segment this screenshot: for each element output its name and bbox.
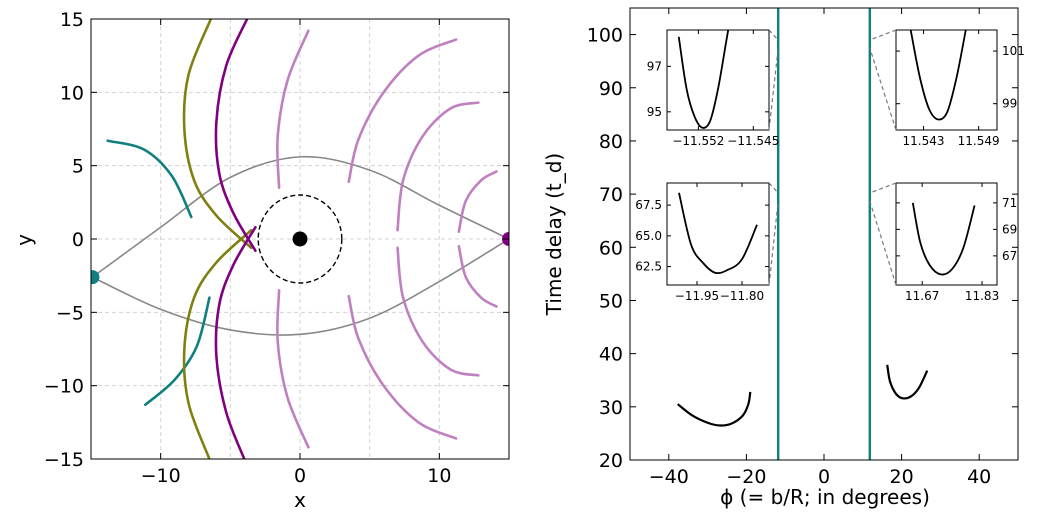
right-ytick-label: 50 xyxy=(599,290,623,312)
inset-ytick-label: 62.5 xyxy=(635,260,662,274)
right-xtick-label: −40 xyxy=(649,466,689,488)
wavefront-lilac-line xyxy=(276,29,310,189)
right-ytick-label: 70 xyxy=(599,184,623,206)
left-xtick-label: 0 xyxy=(294,465,306,487)
inset-xtick-label: −11.80 xyxy=(720,289,764,303)
wavefront-olive-line xyxy=(182,228,253,459)
right-xtick-label: 20 xyxy=(890,466,914,488)
right-ytick-label: 30 xyxy=(599,397,623,419)
time-delay-curve xyxy=(677,391,752,427)
inset-top-left: −11.552 −11.545 95 97 xyxy=(647,29,779,148)
inset-ytick-label: 67 xyxy=(1002,249,1017,263)
light-path-line xyxy=(91,155,509,278)
left-ytick-label: 10 xyxy=(60,82,84,104)
inset-connector-line xyxy=(768,200,779,286)
inset-connector-line xyxy=(768,47,779,131)
right-ytick-label: 90 xyxy=(599,78,623,100)
time-delay-curve xyxy=(886,364,929,400)
left-xtick-label: −10 xyxy=(141,465,181,487)
wavefront-lilac-line xyxy=(396,246,480,377)
inset-curve xyxy=(678,192,758,275)
left-plot-area xyxy=(91,19,509,459)
left-ytick-label: 15 xyxy=(60,9,84,31)
right-ytick-label: 20 xyxy=(599,450,623,472)
wavefront-lilac-line xyxy=(457,170,498,233)
inset-xtick-label: 11.543 xyxy=(903,134,945,148)
left-ytick-label: −5 xyxy=(56,302,84,324)
left-ylabel: y xyxy=(12,234,36,246)
right-ytick-label: 40 xyxy=(599,344,623,366)
inset-connector-line xyxy=(869,29,897,41)
right-xlabel: ϕ (= b/R; in degrees) xyxy=(720,485,930,509)
inset-xtick-label: −11.545 xyxy=(727,134,779,148)
right-ytick-label: 60 xyxy=(599,237,623,259)
inset-frame xyxy=(666,182,770,286)
inset-connector-line xyxy=(869,182,897,194)
right-ticks: −40 −20 0 20 40 20 30 40 50 60 70 80 90 100 xyxy=(587,8,1018,488)
inset-ytick-label: 101 xyxy=(1002,44,1025,58)
left-panel: −10 0 10 −15 −10 −5 0 5 10 15 x y xyxy=(12,9,510,512)
inset-top-right: 11.543 11.549 99 101 xyxy=(869,29,1025,148)
lens-point xyxy=(292,231,308,247)
inset-frame xyxy=(895,182,998,286)
right-xtick-label: 40 xyxy=(967,466,991,488)
left-ytick-label: −15 xyxy=(44,449,84,471)
inset-connector-line xyxy=(869,47,897,131)
inset-ytick-label: 95 xyxy=(647,105,662,119)
inset-xtick-label: −11.95 xyxy=(675,289,719,303)
inset-ytick-label: 67.5 xyxy=(635,198,662,212)
right-xtick-label: −20 xyxy=(726,466,766,488)
inset-connector-line xyxy=(768,182,779,194)
inset-frame xyxy=(666,29,770,131)
inset-xtick-label: 11.67 xyxy=(905,289,939,303)
insets: −11.552 −11.545 95 97 11.543 11.549 99 101 −11.9… xyxy=(635,29,1025,303)
light-path-line xyxy=(92,238,509,336)
inset-curve xyxy=(677,30,730,129)
right-plot-area xyxy=(677,8,929,460)
inset-xtick-label: −11.552 xyxy=(672,134,724,148)
inset-connector-line xyxy=(869,200,897,286)
wavefront-lilac-line xyxy=(347,38,458,184)
right-ytick-label: 100 xyxy=(587,25,623,47)
right-ytick-label: 80 xyxy=(599,131,623,153)
left-ytick-label: −10 xyxy=(44,376,84,398)
wavefront-lilac-line xyxy=(347,294,458,440)
inset-ytick-label: 99 xyxy=(1002,97,1017,111)
left-ticks: −10 0 10 −15 −10 −5 0 5 10 15 xyxy=(44,9,509,487)
inset-xtick-label: 11.549 xyxy=(958,134,1000,148)
left-ytick-label: 5 xyxy=(72,156,84,178)
wavefront-purple-line xyxy=(214,225,257,459)
einstein-ring-circle xyxy=(257,194,343,284)
left-ytick-label: 0 xyxy=(72,229,84,251)
inset-xtick-label: 11.83 xyxy=(965,289,999,303)
wavefront-lilac-line xyxy=(276,289,310,449)
inset-ytick-label: 97 xyxy=(647,59,662,73)
left-xlabel: x xyxy=(294,488,306,512)
wavefront-lilac-line xyxy=(396,101,480,232)
inset-curve xyxy=(911,202,976,276)
wavefront-lilac-line xyxy=(457,245,498,308)
source-point-teal xyxy=(91,270,100,285)
left-xtick-label: 10 xyxy=(427,465,451,487)
right-ylabel: Time delay (t_d) xyxy=(542,153,566,316)
inset-connector-line xyxy=(768,29,779,41)
inset-middle-left: −11.95 −11.80 62.5 65.0 67.5 xyxy=(635,182,779,303)
wavefront-teal-line xyxy=(106,139,193,219)
wavefront-teal-line xyxy=(144,296,211,407)
inset-ytick-label: 69 xyxy=(1002,222,1017,236)
right-xtick-label: 0 xyxy=(818,466,830,488)
inset-middle-right: 11.67 11.83 67 69 71 xyxy=(869,182,1017,303)
inset-ytick-label: 71 xyxy=(1002,196,1017,210)
wavefront-purple-line xyxy=(214,19,257,253)
inset-curve xyxy=(909,30,967,121)
wavefront-olive-line xyxy=(182,19,253,250)
inset-ytick-label: 65.0 xyxy=(635,229,662,243)
